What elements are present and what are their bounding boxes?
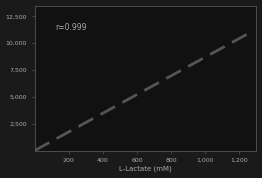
Text: r=0.999: r=0.999 bbox=[55, 23, 87, 32]
X-axis label: L-Lactate (mM): L-Lactate (mM) bbox=[119, 166, 172, 172]
